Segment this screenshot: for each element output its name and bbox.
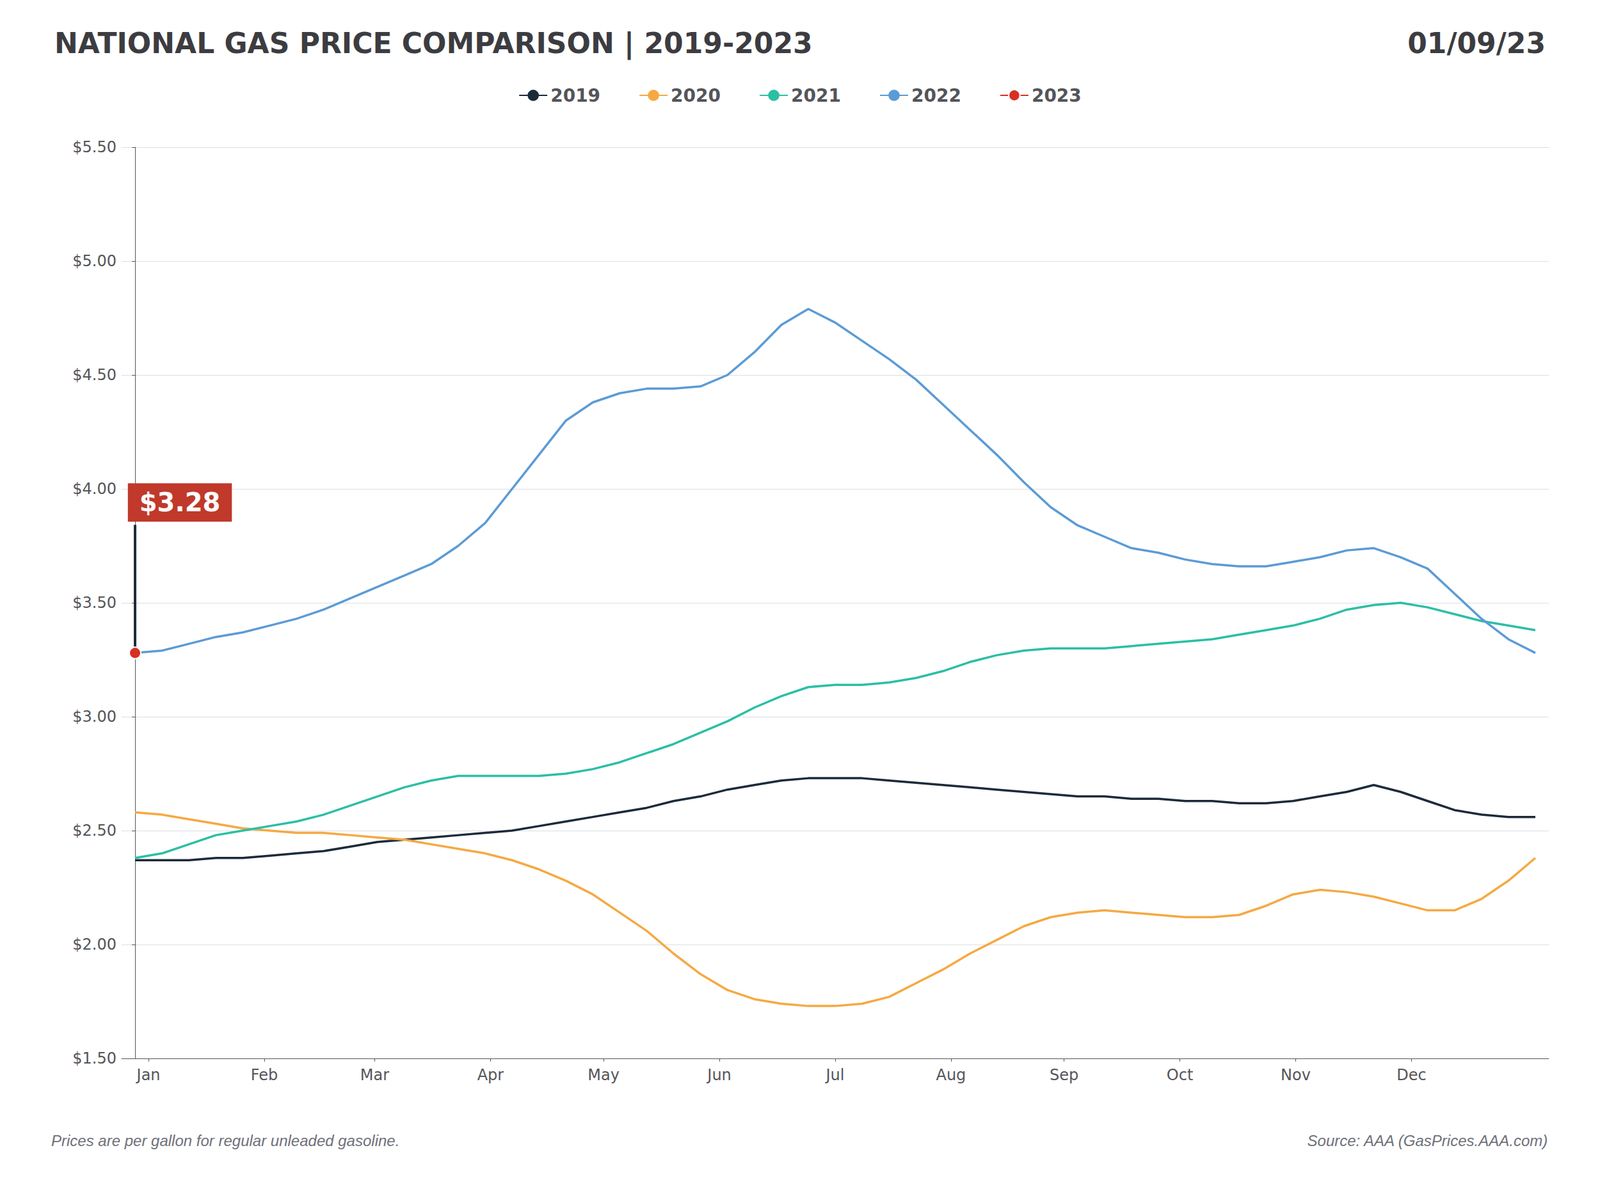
svg-text:$4.00: $4.00 bbox=[72, 480, 117, 498]
svg-text:01/09/23: 01/09/23 bbox=[1407, 26, 1546, 60]
svg-text:$2.50: $2.50 bbox=[72, 821, 117, 840]
svg-text:2023: 2023 bbox=[1031, 85, 1082, 107]
svg-text:$1.50: $1.50 bbox=[72, 1049, 117, 1068]
svg-text:$5.50: $5.50 bbox=[72, 138, 117, 157]
svg-text:Prices are per gallon for regu: Prices are per gallon for regular unlead… bbox=[51, 1132, 400, 1150]
svg-text:Aug: Aug bbox=[935, 1066, 966, 1085]
svg-text:$3.50: $3.50 bbox=[72, 593, 117, 612]
svg-text:2020: 2020 bbox=[670, 85, 721, 107]
svg-text:Jul: Jul bbox=[824, 1066, 845, 1085]
svg-text:Sep: Sep bbox=[1049, 1066, 1079, 1085]
svg-text:Source: AAA (GasPrices.AAA.com: Source: AAA (GasPrices.AAA.com) bbox=[1307, 1132, 1549, 1150]
svg-text:Oct: Oct bbox=[1166, 1066, 1194, 1085]
svg-text:NATIONAL GAS PRICE COMPARISON: NATIONAL GAS PRICE COMPARISON | 2019-202… bbox=[54, 26, 813, 61]
svg-text:May: May bbox=[587, 1066, 620, 1085]
svg-text:Mar: Mar bbox=[360, 1066, 390, 1085]
svg-text:Nov: Nov bbox=[1280, 1066, 1311, 1085]
svg-text:$3.28: $3.28 bbox=[139, 487, 221, 518]
svg-text:$3.00: $3.00 bbox=[72, 707, 117, 726]
svg-text:2021: 2021 bbox=[791, 85, 841, 107]
svg-text:Dec: Dec bbox=[1396, 1066, 1426, 1085]
svg-text:$5.00: $5.00 bbox=[72, 252, 117, 271]
svg-text:Apr: Apr bbox=[477, 1066, 505, 1085]
svg-text:$2.00: $2.00 bbox=[72, 935, 117, 954]
svg-text:2019: 2019 bbox=[550, 85, 601, 107]
svg-text:Feb: Feb bbox=[250, 1066, 279, 1085]
svg-text:Jun: Jun bbox=[705, 1066, 732, 1085]
svg-text:2022: 2022 bbox=[911, 85, 962, 107]
svg-text:Jan: Jan bbox=[135, 1066, 161, 1085]
svg-text:$4.50: $4.50 bbox=[72, 366, 117, 384]
